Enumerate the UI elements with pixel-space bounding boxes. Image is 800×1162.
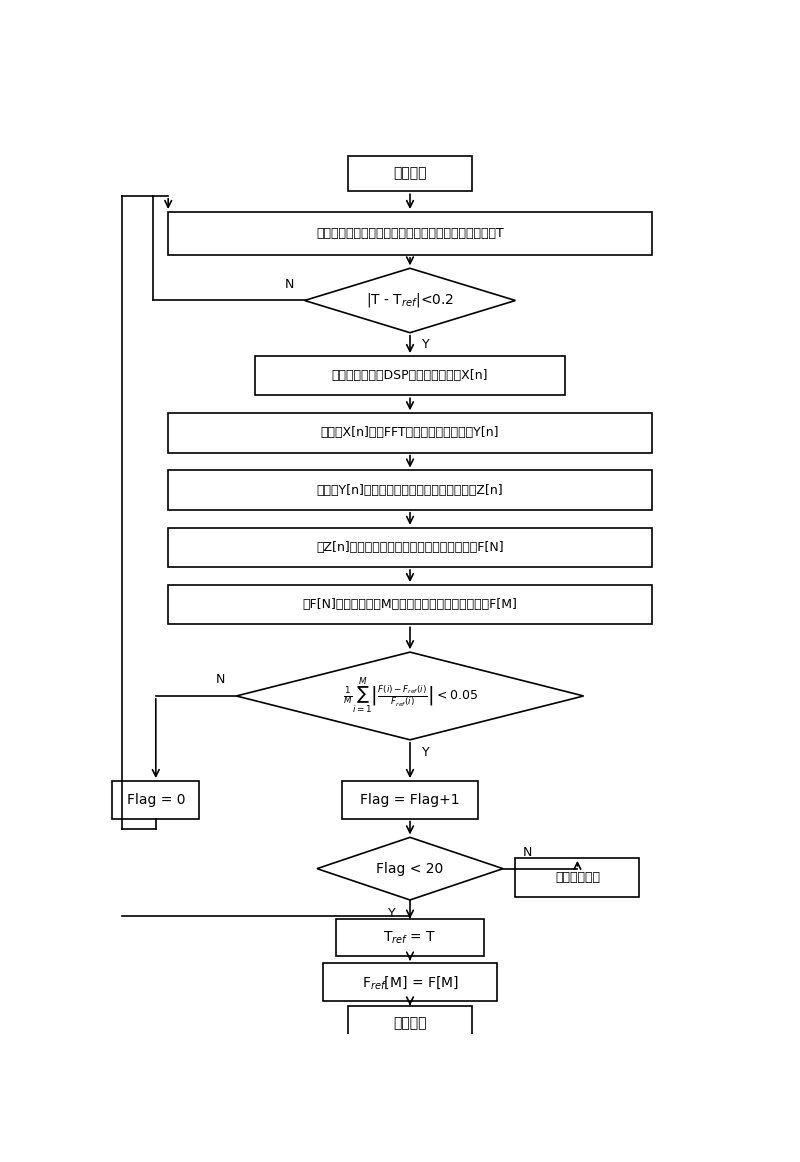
Text: N: N [285, 278, 294, 290]
Text: 输出报警信号: 输出报警信号 [555, 872, 600, 884]
Bar [348, 1005, 472, 1041]
Bar [168, 528, 652, 567]
Text: Y: Y [387, 906, 395, 920]
Bar [342, 781, 478, 818]
Text: 计算本次高频电流出现时刻与电流过零时刻的时间间隔T: 计算本次高频电流出现时刻与电流过零时刻的时间间隔T [316, 227, 504, 239]
Polygon shape [237, 652, 584, 740]
Text: F$_{ref}$[M] = F[M]: F$_{ref}$[M] = F[M] [362, 974, 458, 991]
Bar [168, 414, 652, 452]
Polygon shape [317, 838, 503, 899]
Bar [323, 963, 497, 1002]
Text: T$_{ref}$ = T: T$_{ref}$ = T [383, 930, 437, 946]
Text: $\frac{1}{M}\sum_{i=1}^{M}\left|\frac{F(i)-F_{ref}(i)}{F_{ref}(i)}\right|<0.05$: $\frac{1}{M}\sum_{i=1}^{M}\left|\frac{F(… [342, 676, 478, 716]
Text: N: N [216, 673, 226, 687]
Bar [255, 356, 565, 395]
Polygon shape [305, 268, 515, 332]
Text: 中断入口: 中断入口 [394, 166, 426, 180]
Bar [168, 471, 652, 510]
Bar [112, 781, 199, 818]
Text: Flag = Flag+1: Flag = Flag+1 [360, 792, 460, 806]
Text: |T - T$_{ref}$|<0.2: |T - T$_{ref}$|<0.2 [366, 292, 454, 309]
Bar [336, 919, 485, 956]
Text: 中断出口: 中断出口 [394, 1017, 426, 1031]
Bar [168, 211, 652, 254]
Text: Flag < 20: Flag < 20 [376, 862, 444, 876]
Bar [348, 156, 472, 192]
Text: 对变量Y[n]进行数学形态滤波处理，结果存为Z[n]: 对变量Y[n]进行数学形态滤波处理，结果存为Z[n] [317, 483, 503, 496]
Text: Flag = 0: Flag = 0 [126, 792, 185, 806]
Bar [168, 584, 652, 624]
Text: 对变量X[n]进行FFT变换，结果存为变量Y[n]: 对变量X[n]进行FFT变换，结果存为变量Y[n] [321, 426, 499, 439]
Text: 在Z[n]中查找功率密度峰值点对应的频率序列F[N]: 在Z[n]中查找功率密度峰值点对应的频率序列F[N] [316, 541, 504, 554]
Text: Y: Y [422, 746, 430, 759]
Text: 读入波形数据到DSP内部存储器变量X[n]: 读入波形数据到DSP内部存储器变量X[n] [332, 370, 488, 382]
Text: N: N [523, 846, 533, 859]
Bar [515, 858, 639, 897]
Text: Y: Y [422, 338, 430, 351]
Text: 对F[N]排序后，选取M个功率密度值最大点对应频率F[M]: 对F[N]排序后，选取M个功率密度值最大点对应频率F[M] [302, 598, 518, 611]
